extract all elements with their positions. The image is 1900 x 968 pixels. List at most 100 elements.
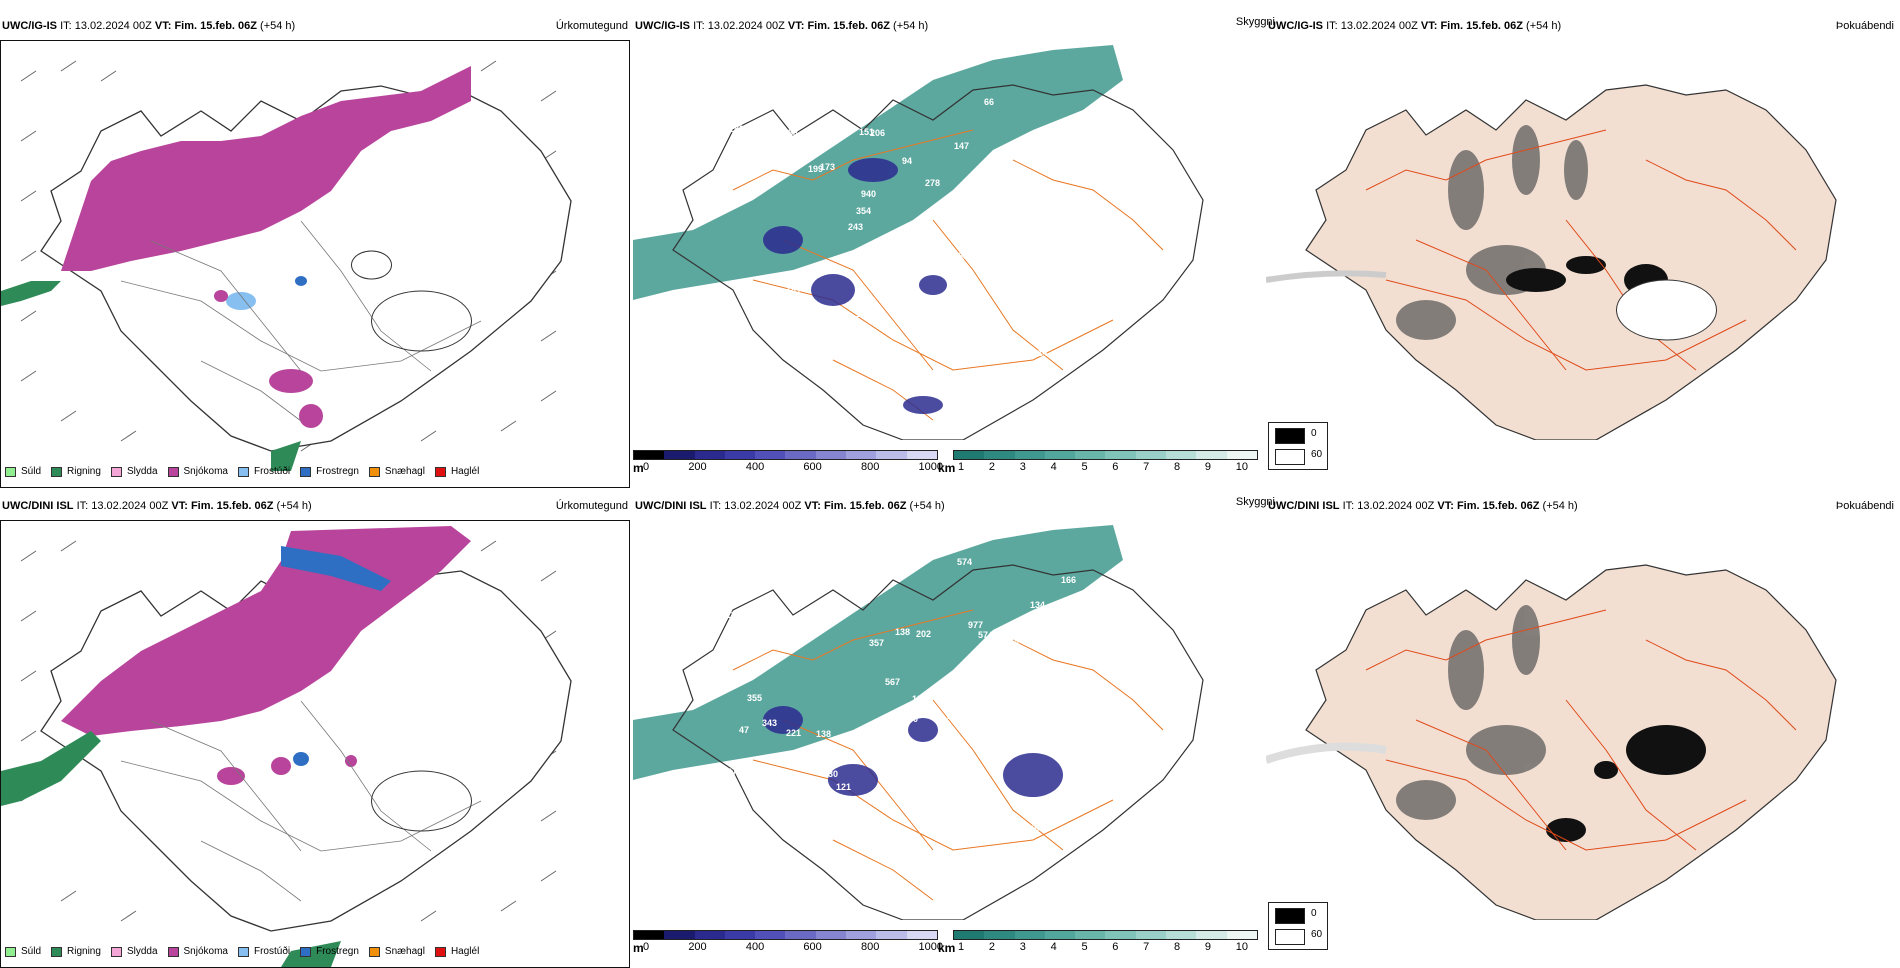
visibility-value-label: 384 — [723, 190, 738, 200]
visibility-value-label: 82 — [986, 249, 996, 259]
visibility-value-label: 283 — [947, 711, 962, 721]
legend-label: Rigning — [67, 466, 101, 477]
vt-label: VT: Fim. 15.feb. 06Z — [787, 20, 890, 32]
visibility-value-label: 478 — [727, 767, 742, 777]
fog-low-label: 0 — [1311, 908, 1317, 919]
tick-label: 2 — [988, 461, 995, 473]
visibility-value-label: 332 — [991, 253, 1006, 263]
legend-label: Snjókoma — [183, 946, 228, 957]
tick-label: 6 — [1112, 941, 1119, 953]
visibility-value-label: 130 — [737, 289, 752, 299]
visibility-value-label: 940 — [861, 189, 876, 199]
swatch-frostregn — [300, 466, 312, 477]
legend-item-snaehagl: Snæhagl — [368, 466, 425, 477]
tick-label: 5 — [1081, 461, 1088, 473]
fog-swatch-low — [1275, 428, 1305, 444]
lead-time: (+54 h) — [1542, 500, 1578, 512]
visibility-value-label: 202 — [916, 629, 931, 639]
vt-label: VT: Fim. 15.feb. 06Z — [1437, 500, 1540, 512]
visibility-value-label: 338 — [746, 644, 761, 654]
model-name: UWC/IG-IS — [2, 20, 57, 32]
visibility-map: 55 343 312 211 250 338 202 138 169 138 574 145 121 90… — [633, 520, 1263, 920]
legend-item-rigning: Rigning — [51, 946, 101, 957]
it-label: IT: — [709, 500, 722, 512]
visibility-value-label: 343 — [762, 718, 777, 728]
visibility-value-label: 202 — [763, 803, 778, 813]
fog-map — [1266, 520, 1896, 920]
legend-label: Haglél — [450, 946, 480, 957]
visibility-value-label: 92 — [971, 849, 981, 859]
tick-label: 3 — [1019, 941, 1026, 953]
visibility-m-scale — [633, 930, 938, 940]
legend-label: Haglél — [450, 466, 480, 477]
legend-item-sudl: Súld — [5, 946, 41, 957]
km-ticks: 1 2 3 4 5 6 7 8 9 10 — [958, 461, 1248, 473]
swatch-sudl — [5, 466, 16, 477]
tick-label: 10 — [1235, 941, 1248, 953]
visibility-value-label: 42 — [960, 278, 970, 288]
vt-label: VT: Fim. 15.feb. 06Z — [1420, 20, 1523, 32]
panel-header: UWC/DINI ISL IT: 13.02.2024 00Z VT: Fim.… — [1268, 500, 1578, 512]
swatch-snaehagl — [368, 946, 380, 957]
visibility-value-label: 250 — [1071, 792, 1086, 802]
visibility-value-label: 94 — [902, 156, 912, 166]
panel-precip-type-igis: UWC/IG-IS IT: 13.02.2024 00Z VT: Fim. 15… — [0, 12, 630, 488]
swatch-slydda — [110, 466, 122, 477]
fog-swatch-high — [1275, 449, 1305, 465]
model-name: UWC/DINI ISL — [635, 500, 707, 512]
visibility-value-label: 182 — [856, 309, 871, 319]
legend-label: Snjókoma — [183, 466, 228, 477]
precip-map: Súld Rigning Slydda Snjókoma Frostúði Fr… — [0, 40, 630, 488]
tick-label: 9 — [1204, 461, 1211, 473]
vt-label: VT: Fim. 15.feb. 06Z — [171, 500, 274, 512]
swatch-frostudi — [237, 466, 249, 477]
legend-item-haglel: Haglél — [434, 946, 480, 957]
visibility-value-label: 116 — [826, 809, 841, 819]
model-name: UWC/DINI ISL — [2, 500, 74, 512]
km-unit: km — [938, 941, 956, 955]
precip-map: Súld Rigning Slydda Snjókoma Frostúði Fr… — [0, 520, 630, 968]
vt-label: VT: Fim. 15.feb. 06Z — [154, 20, 257, 32]
legend-item-slydda: Slydda — [110, 946, 158, 957]
visibility-value-label: 145 — [1024, 824, 1039, 834]
visibility-value-label: 209 — [707, 683, 722, 693]
panel-header: UWC/DINI ISL IT: 13.02.2024 00Z VT: Fim.… — [635, 500, 945, 512]
swatch-sudl — [5, 946, 16, 957]
swatch-snaehagl — [368, 466, 380, 477]
tick-label: 7 — [1143, 461, 1150, 473]
fog-swatch-low — [1275, 908, 1305, 924]
visibility-value-label: 902 — [855, 595, 870, 605]
visibility-km-scale — [953, 930, 1258, 940]
tick-label: 2 — [988, 941, 995, 953]
visibility-value-label: 355 — [747, 693, 762, 703]
visibility-value-label: 173 — [820, 162, 835, 172]
legend-label: Súld — [21, 466, 42, 477]
km-unit: km — [938, 461, 956, 475]
legend-item-frostudi: Frostúði — [237, 946, 290, 957]
it-label: IT: — [60, 20, 72, 32]
tick-label: 8 — [1174, 461, 1181, 473]
panel-precip-type-dini: UWC/DINI ISL IT: 13.02.2024 00Z VT: Fim.… — [0, 492, 630, 968]
visibility-value-label: 56 — [1061, 315, 1071, 325]
parameter-name: Úrkomutegund — [555, 20, 628, 32]
panel-header: UWC/IG-IS IT: 13.02.2024 00Z VT: Fim. 15… — [2, 20, 295, 32]
visibility-value-label: 236 — [1063, 600, 1078, 610]
visibility-value-label: 55 — [1048, 847, 1058, 857]
visibility-value-label: 129 — [1075, 706, 1090, 716]
legend-label: Snæhagl — [384, 946, 425, 957]
legend-item-sudl: Súld — [5, 466, 41, 477]
swatch-rigning — [51, 466, 63, 477]
visibility-value-label: 249 — [744, 353, 759, 363]
fog-map — [1266, 40, 1896, 440]
tick-label: 1 — [958, 461, 965, 473]
precip-legend: Súld Rigning Slydda Snjókoma Frostúði Fr… — [5, 466, 479, 477]
legend-item-rigning: Rigning — [51, 466, 101, 477]
fog-legend: 0 60 — [1268, 902, 1328, 950]
it-value: 13.02.2024 00Z — [1357, 500, 1435, 512]
lead-time: (+54 h) — [276, 500, 312, 512]
visibility-value-label: 211 — [721, 610, 736, 620]
visibility-value-label: 567 — [885, 677, 900, 687]
legend-item-frostregn: Frostregn — [300, 466, 359, 477]
visibility-value-label: 169 — [1004, 636, 1019, 646]
legend-label: Súld — [21, 946, 42, 957]
